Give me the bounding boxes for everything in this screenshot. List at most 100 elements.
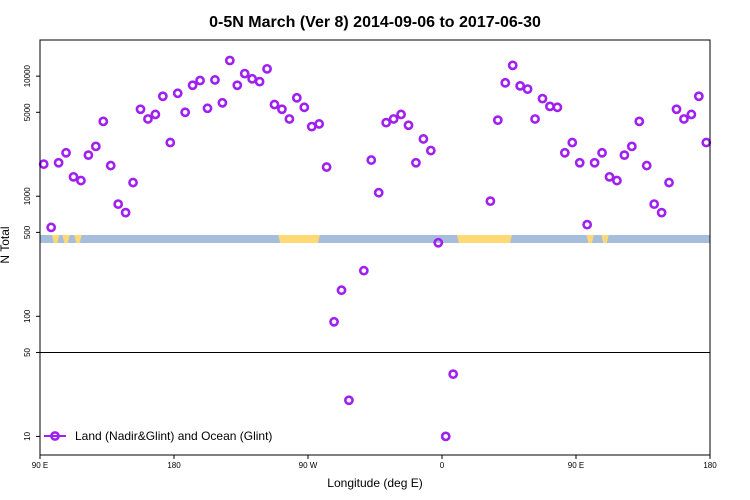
data-point [128, 177, 138, 188]
data-point [143, 114, 153, 124]
data-point [448, 369, 459, 380]
x-tick-label: 90 W [299, 461, 318, 470]
data-point [522, 84, 533, 95]
land-ocean-strip [40, 235, 710, 243]
land-segment [278, 235, 320, 243]
data-point [254, 76, 265, 87]
data-point [671, 104, 682, 115]
data-point [701, 137, 712, 148]
data-point [686, 109, 697, 120]
points-layer [38, 55, 712, 442]
data-point [403, 120, 414, 131]
data-point [53, 157, 64, 168]
data-point [224, 55, 235, 66]
data-point [485, 196, 496, 207]
data-point [507, 60, 518, 71]
data-point [180, 107, 191, 118]
data-point [567, 137, 578, 148]
data-point [239, 68, 250, 79]
data-point [492, 115, 503, 126]
data-point [649, 199, 660, 209]
y-tick-label: 100 [23, 309, 32, 323]
y-tick-label: 50 [23, 347, 32, 356]
data-point [679, 114, 689, 124]
x-tick-label: 180 [703, 461, 717, 470]
data-point [61, 147, 71, 158]
data-point [366, 155, 377, 165]
data-point [90, 141, 101, 152]
data-point [195, 75, 205, 86]
x-axis: 90 E 180 90 W 0 90 E 180 [32, 455, 717, 470]
data-point [157, 91, 168, 102]
data-point [336, 285, 347, 296]
data-point [187, 80, 198, 91]
data-point [411, 157, 421, 168]
data-point [530, 114, 540, 124]
data-point [597, 147, 607, 158]
data-point [98, 116, 109, 127]
data-point [634, 116, 645, 127]
data-point [202, 103, 213, 114]
data-point [329, 316, 339, 327]
x-axis-label: Longitude (deg E) [327, 476, 422, 490]
data-point [46, 222, 57, 233]
data-point [388, 114, 399, 124]
data-point [425, 145, 436, 156]
data-point [582, 219, 593, 230]
data-point [76, 175, 86, 186]
y-tick-label: 500 [23, 225, 32, 239]
data-point [284, 114, 295, 124]
x-tick-label: 180 [167, 461, 181, 470]
data-point [589, 157, 600, 168]
x-tick-label: 90 E [32, 461, 48, 470]
y-axis-label: N Total [0, 226, 12, 263]
data-point [68, 171, 79, 182]
y-axis: 10 50 100 500 1000 5000 10000 [23, 64, 40, 441]
data-point [381, 117, 392, 128]
legend-label: Land (Nadir&Glint) and Ocean (Glint) [75, 429, 272, 443]
data-point [105, 160, 116, 171]
data-point [262, 63, 272, 74]
data-point [418, 134, 429, 144]
y-tick-label: 10 [23, 431, 32, 440]
data-point [693, 91, 704, 102]
data-point [299, 102, 310, 113]
legend-marker [50, 431, 60, 441]
land-segment [601, 235, 609, 243]
data-point [604, 171, 615, 182]
data-point [656, 207, 667, 218]
chart-title: 0-5N March (Ver 8) 2014-09-06 to 2017-06… [209, 14, 541, 31]
data-point [165, 137, 176, 148]
data-point [626, 141, 637, 152]
data-point [113, 199, 124, 209]
data-point [396, 109, 406, 120]
land-segment [51, 235, 60, 243]
data-point [440, 431, 451, 442]
data-point [358, 265, 369, 276]
data-point [537, 93, 548, 104]
data-point [433, 237, 444, 248]
data-point [232, 80, 243, 91]
data-point [291, 92, 302, 103]
data-point [612, 175, 622, 186]
data-point [210, 75, 220, 85]
x-tick-label: 90 E [568, 461, 584, 470]
y-tick-label: 1000 [23, 187, 32, 205]
data-point [269, 99, 280, 110]
data-point [217, 97, 228, 108]
data-point [120, 207, 131, 218]
legend: Land (Nadir&Glint) and Ocean (Glint) [44, 429, 272, 443]
data-point [373, 187, 384, 198]
data-point [135, 104, 146, 115]
data-point [277, 104, 287, 115]
data-point [664, 177, 674, 188]
data-point [38, 159, 49, 170]
land-segment [586, 235, 594, 243]
data-point [150, 109, 161, 120]
data-point [321, 162, 332, 172]
data-point [619, 150, 630, 161]
land-segment [74, 235, 82, 243]
y-tick-label: 5000 [23, 103, 32, 121]
data-point [515, 80, 526, 91]
land-segment [62, 235, 70, 243]
